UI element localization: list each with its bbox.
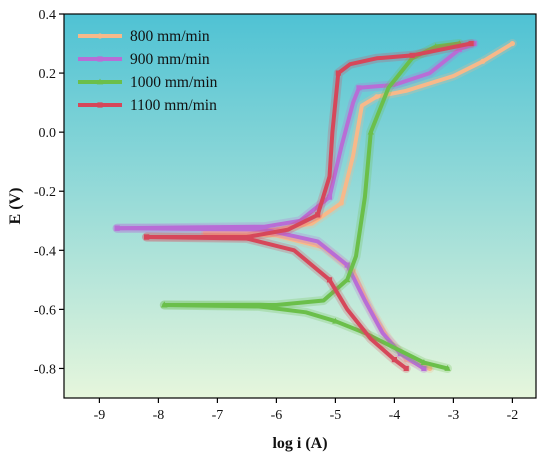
- series-2-anodic-point: [456, 46, 462, 53]
- series-1-anodic-point: [509, 40, 515, 47]
- axis-layer: -9 -8 -7 -6 -5 -4 -3 -2 -0.8 -0.6 -0.4 -0.2 0.0 0.2 0.…: [34, 8, 518, 423]
- series-4-cathodic-point: [144, 234, 150, 240]
- series-layer: [112, 39, 517, 373]
- series-1-anodic-point: [338, 200, 344, 206]
- series-2-anodic-point: [356, 85, 362, 91]
- x-tick-label: -6: [271, 408, 283, 423]
- series-3-cathodic-point: [420, 359, 428, 365]
- legend-marker-3: [96, 78, 104, 85]
- series-4-cathodic-point: [326, 277, 333, 283]
- x-axis-label: log i (A): [272, 435, 327, 452]
- series-3-cathodic-line: [162, 303, 450, 371]
- series-1-cathodic-point: [427, 365, 433, 372]
- series-1-anodic-point: [374, 94, 380, 100]
- y-tick-label: 0.4: [39, 8, 57, 23]
- series-3-cathodic-point: [444, 365, 451, 371]
- legend-item-4: 1100 mm/min: [78, 97, 217, 114]
- series-3-cathodic-point: [161, 301, 168, 308]
- series-4-cathodic-point: [403, 365, 409, 372]
- legend: 800 mm/min 900 mm/min 1000 mm/min 1100 mm/m…: [78, 28, 218, 114]
- series-3-cathodic-point: [332, 317, 339, 324]
- series-3-anodic-point: [367, 128, 374, 135]
- series-4-cathodic-line: [144, 235, 409, 371]
- x-tick-label: -9: [94, 408, 106, 423]
- series-2-cathodic-point: [421, 365, 427, 372]
- y-tick-label: 0.2: [39, 67, 57, 82]
- series-3-anodic-point: [344, 276, 351, 283]
- legend-marker-4: [97, 102, 103, 108]
- series-2-anodic-point: [471, 40, 477, 47]
- series-2-cathodic-point: [344, 262, 350, 268]
- x-tick-label: -2: [507, 408, 519, 423]
- x-tick-label: -7: [212, 408, 224, 423]
- legend-item-2: 900 mm/min: [78, 51, 210, 68]
- legend-item-1: 800 mm/min: [78, 28, 210, 45]
- series-2-cathodic-point: [114, 225, 120, 231]
- x-tick-label: -5: [330, 408, 342, 423]
- plot-background: [64, 14, 536, 398]
- y-tick-label: -0.4: [34, 244, 56, 259]
- legend-label-1: 800 mm/min: [130, 28, 210, 45]
- y-tick-label: -0.8: [34, 362, 56, 377]
- series-2-anodic-line: [115, 41, 476, 231]
- legend-label-3: 1000 mm/min: [130, 74, 218, 91]
- legend-marker-1: [97, 33, 103, 39]
- series-1-cathodic-point: [203, 229, 209, 236]
- legend-label-4: 1100 mm/min: [130, 97, 217, 114]
- series-2-cathodic-point: [397, 351, 403, 357]
- series-3-anodic-point: [432, 43, 439, 49]
- series-4-anodic-point: [335, 70, 341, 76]
- series-4-anodic-point: [315, 212, 321, 218]
- y-tick-label: -0.2: [34, 185, 56, 200]
- legend-marker-2: [97, 56, 103, 62]
- series-2-anodic-point: [326, 194, 333, 200]
- y-tick-label: 0.0: [39, 126, 57, 141]
- x-tick-label: -4: [389, 408, 401, 423]
- series-1-anodic-point: [480, 58, 486, 64]
- plot-frame: [63, 13, 537, 399]
- legend-item-3: 1000 mm/min: [78, 74, 218, 91]
- x-tick-label: -3: [448, 408, 460, 423]
- y-tick-label: -0.6: [34, 303, 56, 318]
- series-4: [142, 39, 476, 373]
- series-4-anodic-line: [144, 41, 474, 239]
- series-4-anodic-point: [409, 52, 415, 58]
- y-axis-label: E (V): [7, 188, 24, 225]
- legend-label-2: 900 mm/min: [130, 51, 210, 68]
- series-4-cathodic-point: [391, 357, 397, 363]
- x-tick-label: -8: [153, 408, 165, 423]
- series-4-anodic-point: [468, 40, 474, 47]
